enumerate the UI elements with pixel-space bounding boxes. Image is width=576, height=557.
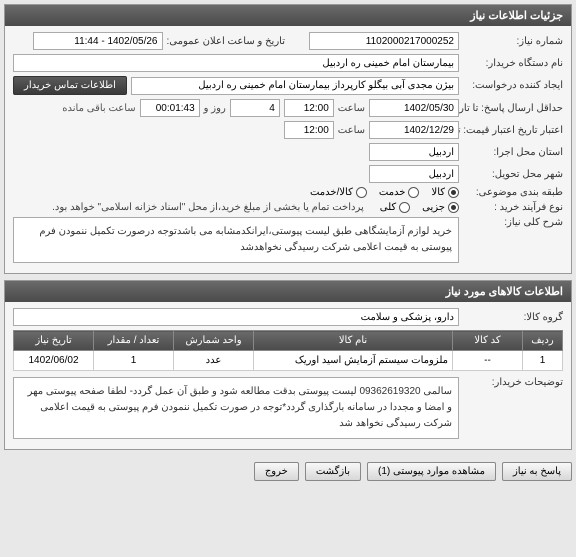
back-button[interactable]: بازگشت <box>305 462 361 481</box>
row-buyer-notes: توضیحات خریدار: سالمی 09362619320 لیست پ… <box>13 377 563 439</box>
row-creator: ایجاد کننده درخواست: بیژن مجدی آبی بیگلو… <box>13 76 563 95</box>
radio-icon <box>448 202 459 213</box>
need-no-field: 1102000217000252 <box>309 32 459 50</box>
radio-icon <box>356 187 367 198</box>
col-date: تاریخ نیاز <box>14 331 94 351</box>
radio-jozi[interactable]: جزیی <box>422 202 459 213</box>
group-field: دارو، پزشکی و سلامت <box>13 308 459 326</box>
col-code: کد کالا <box>453 331 523 351</box>
creator-field: بیژن مجدی آبی بیگلو کارپرداز بیمارستان ا… <box>131 77 459 95</box>
col-unit: واحد شمارش <box>174 331 254 351</box>
buyer-notes-label: توضیحات خریدار: <box>463 377 563 388</box>
need-desc-box: خرید لوازم آزمایشگاهی طبق لیست پیوستی،ای… <box>13 217 459 263</box>
creator-label: ایجاد کننده درخواست: <box>463 80 563 91</box>
category-label: طبقه بندی موضوعی: <box>463 187 563 198</box>
row-valid: اعتبار تاریخ اعتبار قیمت: تا تاریخ: 1402… <box>13 121 563 139</box>
radio-kala-label: کالا <box>431 187 445 198</box>
contact-buyer-button[interactable]: اطلاعات تماس خریدار <box>13 76 127 95</box>
cell-code: -- <box>453 351 523 371</box>
valid-label: اعتبار تاریخ اعتبار قیمت: تا تاریخ: <box>463 125 563 136</box>
saat-label-2: ساعت <box>338 125 365 136</box>
exec-province-field: اردبیل <box>369 143 459 161</box>
items-panel: اطلاعات کالاهای مورد نیاز گروه کالا: دار… <box>4 280 572 450</box>
remaining-label: ساعت باقی مانده <box>62 103 135 114</box>
respond-button[interactable]: پاسخ به نیاز <box>502 462 572 481</box>
table-row[interactable]: 1 -- ملزومات سیستم آزمایش اسید اوریک عدد… <box>14 351 563 371</box>
saat-label-1: ساعت <box>338 103 365 114</box>
row-exec-province: استان محل اجرا: اردبیل <box>13 143 563 161</box>
radio-icon <box>408 187 419 198</box>
row-category: طبقه بندی موضوعی: کالا خدمت کالا/خدمت <box>13 187 563 198</box>
payment-note: پرداخت تمام یا بخشی از مبلغ خرید،از محل … <box>52 202 364 213</box>
radio-koli-label: کلی <box>380 202 396 213</box>
row-buyer-org: نام دستگاه خریدار: بیمارستان امام خمینی … <box>13 54 563 72</box>
main-panel: جزئیات اطلاعات نیاز شماره نیاز: 11020002… <box>4 4 572 274</box>
radio-koli[interactable]: کلی <box>380 202 410 213</box>
delivery-city-field: اردبیل <box>369 165 459 183</box>
announce-field: 1402/05/26 - 11:44 <box>33 32 163 50</box>
col-qty: تعداد / مقدار <box>94 331 174 351</box>
cell-date: 1402/06/02 <box>14 351 94 371</box>
radio-kalakhadamat[interactable]: کالا/خدمت <box>310 187 367 198</box>
radio-khadamat-label: خدمت <box>379 187 406 198</box>
row-need-desc: شرح کلی نیاز: خرید لوازم آزمایشگاهی طبق … <box>13 217 563 263</box>
footer-buttons: پاسخ به نیاز مشاهده موارد پیوستی (1) باز… <box>4 456 572 487</box>
valid-time-field: 12:00 <box>284 121 334 139</box>
time-remaining-field: 00:01:43 <box>140 99 200 117</box>
category-radio-group: کالا خدمت کالا/خدمت <box>310 187 459 198</box>
cell-name: ملزومات سیستم آزمایش اسید اوریک <box>254 351 453 371</box>
panel-title: جزئیات اطلاعات نیاز <box>5 5 571 26</box>
col-name: نام کالا <box>254 331 453 351</box>
radio-kalakhadamat-label: کالا/خدمت <box>310 187 353 198</box>
cell-idx: 1 <box>523 351 563 371</box>
exec-province-label: استان محل اجرا: <box>463 147 563 158</box>
radio-icon <box>448 187 459 198</box>
items-table-head: ردیف کد کالا نام کالا واحد شمارش تعداد /… <box>14 331 563 351</box>
row-need-no: شماره نیاز: 1102000217000252 تاریخ و ساع… <box>13 32 563 50</box>
buyer-org-label: نام دستگاه خریدار: <box>463 58 563 69</box>
items-table: ردیف کد کالا نام کالا واحد شمارش تعداد /… <box>13 330 563 371</box>
row-deadline: حداقل ارسال پاسخ: تا تاریخ: 1402/05/30 س… <box>13 99 563 117</box>
col-idx: ردیف <box>523 331 563 351</box>
exit-button[interactable]: خروج <box>254 462 299 481</box>
rooz-label: روز و <box>204 103 226 114</box>
row-delivery-city: شهر محل تحویل: اردبیل <box>13 165 563 183</box>
group-label: گروه کالا: <box>463 312 563 323</box>
buyer-org-field: بیمارستان امام خمینی ره اردبیل <box>13 54 459 72</box>
radio-kala[interactable]: کالا <box>431 187 459 198</box>
deadline-date-field: 1402/05/30 <box>369 99 459 117</box>
purchase-type-radio-group: جزیی کلی <box>380 202 459 213</box>
row-group: گروه کالا: دارو، پزشکی و سلامت <box>13 308 563 326</box>
cell-qty: 1 <box>94 351 174 371</box>
valid-date-field: 1402/12/29 <box>369 121 459 139</box>
radio-khadamat[interactable]: خدمت <box>379 187 420 198</box>
deadline-label: حداقل ارسال پاسخ: تا تاریخ: <box>463 103 563 114</box>
info-body: شماره نیاز: 1102000217000252 تاریخ و ساع… <box>5 26 571 273</box>
purchase-type-label: نوع فرآیند خرید : <box>463 202 563 213</box>
row-purchase-type: نوع فرآیند خرید : جزیی کلی پرداخت تمام ی… <box>13 202 563 213</box>
buyer-notes-box: سالمی 09362619320 لیست پیوستی بدقت مطالع… <box>13 377 459 439</box>
delivery-city-label: شهر محل تحویل: <box>463 169 563 180</box>
items-body: گروه کالا: دارو، پزشکی و سلامت ردیف کد ک… <box>5 302 571 449</box>
view-attachments-button[interactable]: مشاهده موارد پیوستی (1) <box>367 462 496 481</box>
need-desc-label: شرح کلی نیاز: <box>463 217 563 228</box>
radio-icon <box>399 202 410 213</box>
days-remaining-field: 4 <box>230 99 280 117</box>
deadline-time-field: 12:00 <box>284 99 334 117</box>
items-table-body: 1 -- ملزومات سیستم آزمایش اسید اوریک عدد… <box>14 351 563 371</box>
radio-jozi-label: جزیی <box>422 202 445 213</box>
cell-unit: عدد <box>174 351 254 371</box>
need-no-label: شماره نیاز: <box>463 36 563 47</box>
announce-label: تاریخ و ساعت اعلان عمومی: <box>167 36 286 47</box>
items-panel-title: اطلاعات کالاهای مورد نیاز <box>5 281 571 302</box>
